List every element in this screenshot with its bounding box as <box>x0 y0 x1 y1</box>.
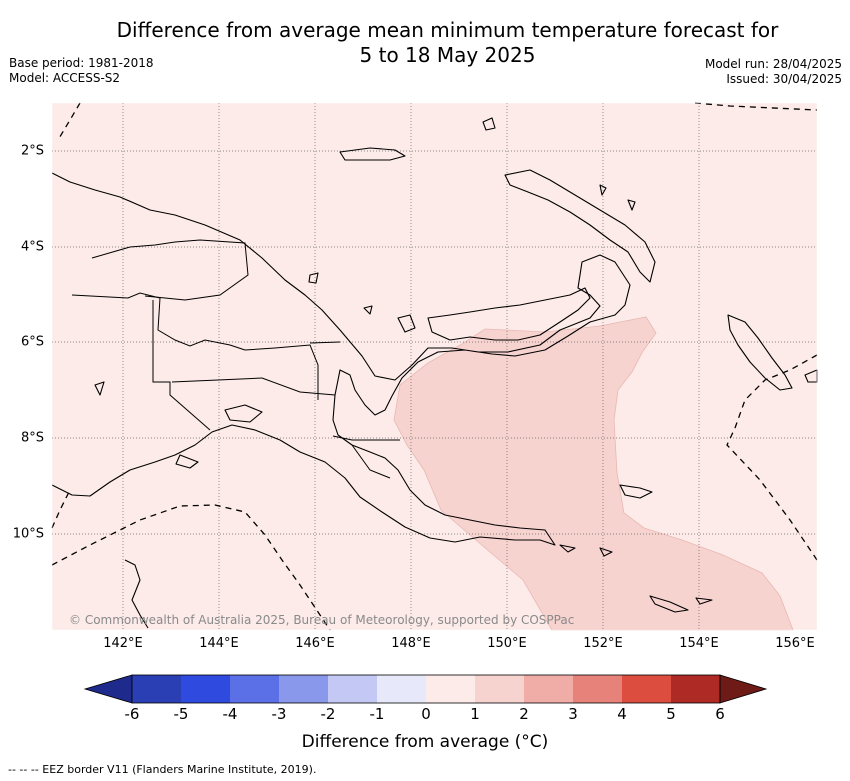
colorbar-swatch <box>181 675 230 703</box>
map-title: Difference from average mean minimum tem… <box>60 18 835 68</box>
lon-tick-label: 142°E <box>103 636 143 651</box>
lon-tick-label: 156°E <box>775 636 815 651</box>
borders <box>71 239 400 479</box>
lon-tick-label: 154°E <box>679 636 719 651</box>
colorbar-tick-label: 4 <box>617 705 627 723</box>
lat-tick-label: 2°S <box>20 143 44 159</box>
colorbar-swatch <box>671 675 720 703</box>
colorbar-swatch <box>475 675 524 703</box>
colorbar-swatch <box>622 675 671 703</box>
graticule <box>52 103 817 630</box>
lon-tick-label: 146°E <box>295 636 335 651</box>
colorbar-swatch <box>573 675 622 703</box>
colorbar-tick-label: -6 <box>124 705 140 723</box>
meta-right: Model run: 28/04/2025 Issued: 30/04/2025 <box>705 57 842 87</box>
colorbar-swatch <box>279 675 328 703</box>
colorbar-tick-label: 6 <box>715 705 725 723</box>
colorbar-tick-label: -2 <box>320 705 336 723</box>
colorbar-title: Difference from average (°C) <box>301 732 549 752</box>
lon-tick-label: 144°E <box>199 636 239 651</box>
title-line-2: 5 to 18 May 2025 <box>359 43 536 67</box>
eez-legend-footnote: -- -- -- EEZ border V11 (Flanders Marine… <box>8 763 317 776</box>
issued-date: Issued: 30/04/2025 <box>726 72 842 86</box>
colorbar-tick-label: 1 <box>470 705 480 723</box>
colorbar-tick-label: -5 <box>173 705 189 723</box>
colorbar-extend-low <box>83 674 133 704</box>
lon-tick-label: 152°E <box>583 636 623 651</box>
colorbar-tick-label: 5 <box>666 705 676 723</box>
lat-tick-label: 6°S <box>20 334 44 350</box>
colorbar-tick-label: 0 <box>421 705 431 723</box>
map-frame <box>51 102 818 631</box>
meta-left: Base period: 1981-2018 Model: ACCESS-S2 <box>9 56 154 86</box>
colorbar-tick-label: -1 <box>369 705 385 723</box>
eez-borders <box>51 102 818 631</box>
colorbar-swatch <box>328 675 377 703</box>
base-period: Base period: 1981-2018 <box>9 56 154 70</box>
colorbar-swatch <box>230 675 279 703</box>
colorbar-swatch <box>377 675 426 703</box>
colorbar-swatch <box>132 675 181 703</box>
colorbar-swatch <box>426 675 475 703</box>
coastlines <box>51 117 818 629</box>
colorbar-extend-high <box>719 674 768 704</box>
colorbar-tick-label: 2 <box>519 705 529 723</box>
colorbar-tick-label: 3 <box>568 705 578 723</box>
copyright-notice: © Commonwealth of Australia 2025, Bureau… <box>69 613 575 627</box>
title-line-1: Difference from average mean minimum tem… <box>116 18 779 42</box>
lat-tick-label: 10°S <box>12 526 44 542</box>
lat-tick-label: 4°S <box>20 239 44 255</box>
colorbar-tick-label: -3 <box>271 705 287 723</box>
colorbar-tick-label: -4 <box>222 705 238 723</box>
colorbar-swatch <box>524 675 573 703</box>
lon-tick-label: 148°E <box>391 636 431 651</box>
model-name: Model: ACCESS-S2 <box>9 71 121 85</box>
model-run: Model run: 28/04/2025 <box>704 57 842 71</box>
lat-tick-label: 8°S <box>20 430 44 446</box>
lon-tick-label: 150°E <box>487 636 527 651</box>
colorbar <box>83 674 768 704</box>
colorbar-frame <box>131 674 721 704</box>
